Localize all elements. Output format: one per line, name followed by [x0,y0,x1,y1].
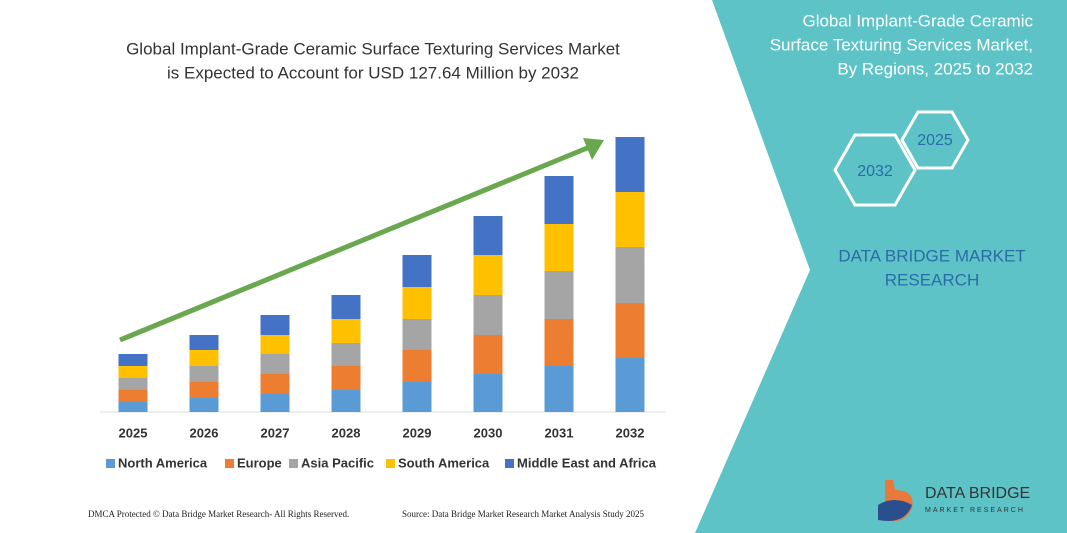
bar-segment [615,303,645,358]
bar-segment [260,354,290,374]
footer-left: DMCA Protected © Data Bridge Market Rese… [88,509,349,519]
bar-segment [615,137,645,192]
legend-swatch [289,459,298,468]
bar-segment [615,358,645,412]
legend-swatch [106,459,115,468]
bar-segment [473,255,503,295]
legend-label: Europe [237,455,282,470]
bar-segment [260,315,290,335]
legend-label: North America [118,455,208,470]
panel-title: Surface Texturing Services Market, [770,35,1033,54]
legend-label: Middle East and Africa [517,455,657,470]
x-tick-label: 2031 [545,425,574,440]
x-tick-label: 2026 [190,425,219,440]
panel-title: Global Implant-Grade Ceramic [802,11,1033,30]
x-tick-label: 2032 [616,425,645,440]
bar-segment [544,319,574,366]
bar-segment [331,366,361,390]
hexagon [833,133,917,207]
bar-segment [260,394,290,412]
plot: 2025 2026 2027 2028 2029 2030 2031 2032 North Am… [106,137,657,470]
panel-title: By Regions, 2025 to 2032 [837,59,1033,78]
legend-swatch [386,459,395,468]
bar-segment [118,402,148,412]
bar-segment [331,390,361,412]
x-tick-label: 2029 [403,425,432,440]
logo-tagline: MARKET RESEARCH [925,507,1025,514]
bar-segment [402,350,432,382]
logo-name: DATA BRIDGE [925,485,1030,502]
bar-segment [331,319,361,343]
bar-segment [189,366,219,382]
bar-segment [189,335,219,350]
bar-segment [189,350,219,366]
bar-segment [402,255,432,287]
bar-segment [118,354,148,366]
bar-segment [473,374,503,412]
brand-text: DATA BRIDGE MARKET [838,246,1025,265]
bar-segment [544,271,574,319]
brand-text: RESEARCH [885,270,979,289]
legend-label: South America [398,455,490,470]
logo-icon [878,480,913,522]
bar-segment [118,378,148,390]
x-tick-label: 2028 [332,425,361,440]
bar-segment [189,382,219,398]
x-tick-label: 2025 [119,425,148,440]
bar-segment [331,343,361,366]
chart-title: is Expected to Account for USD 127.64 Mi… [167,63,579,82]
hexagon [900,110,970,170]
bar-segment [615,192,645,247]
x-tick-label: 2030 [474,425,503,440]
bar-segment [544,224,574,271]
bar-segment [260,335,290,354]
bar-segment [544,176,574,224]
bar-segment [260,374,290,394]
bar-segment [402,319,432,350]
chart-title: Global Implant-Grade Ceramic Surface Tex… [126,39,620,58]
side-panel [695,0,1067,533]
bar-segment [402,287,432,319]
trend-arrow [119,143,593,343]
bar-segment [331,295,361,319]
bar-segment [118,366,148,378]
bar-segment [473,216,503,255]
footer-right: Source: Data Bridge Market Research Mark… [402,509,644,519]
bar-segment [615,247,645,303]
hexagon-label: 2032 [857,163,893,180]
legend-label: Asia Pacific [301,455,374,470]
bar-segment [118,390,148,402]
bar-segment [544,366,574,412]
bar-segment [189,398,219,412]
bar-segment [473,335,503,374]
bar-segment [473,295,503,335]
x-tick-label: 2027 [261,425,290,440]
legend-swatch [505,459,514,468]
bar-segment [402,382,432,412]
hexagon-label: 2025 [917,132,953,149]
arrow-head [583,138,604,160]
legend-swatch [225,459,234,468]
